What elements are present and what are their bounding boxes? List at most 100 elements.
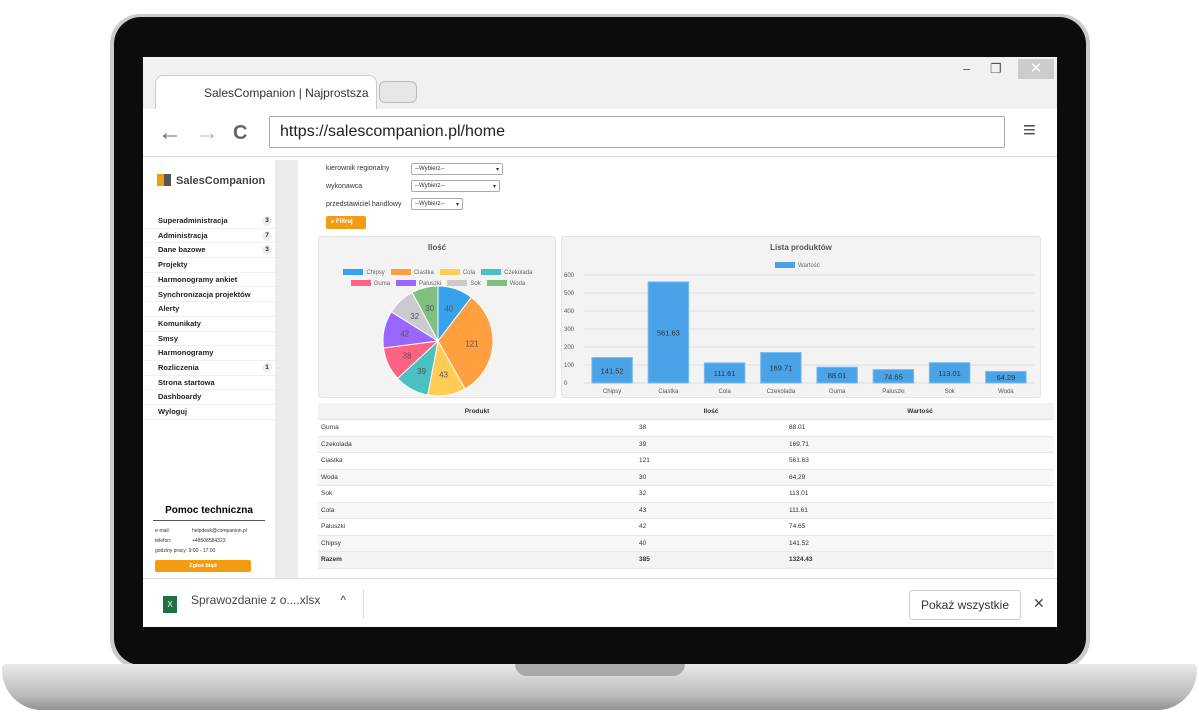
sidebar-item[interactable]: Harmonogramy: [145, 346, 275, 361]
legend-item[interactable]: Ciastka: [390, 269, 434, 276]
x-tick-label: Czekolada: [767, 389, 796, 395]
maximize-button[interactable]: ❐: [990, 61, 1002, 76]
select-value: --Wybierz--: [415, 183, 445, 189]
x-tick-label: Cola: [718, 389, 731, 395]
legend-swatch: [343, 269, 364, 275]
pie-label: 32: [410, 312, 419, 321]
show-all-button[interactable]: Pokaż wszystkie: [909, 590, 1021, 620]
pie-label: 30: [425, 304, 434, 313]
sidebar-item[interactable]: Harmonogramy ankiet: [145, 273, 275, 288]
bar-value-label: 113.01: [938, 369, 960, 378]
sidebar-item-label: Alerty: [158, 304, 180, 314]
filter-button[interactable]: ⌕ Filtruj: [326, 216, 366, 229]
close-download-bar-icon[interactable]: ✕: [1033, 595, 1045, 611]
legend-item[interactable]: Czekolada: [481, 269, 533, 276]
table-cell: 30: [636, 469, 786, 486]
filter-label: wykonawca: [326, 183, 363, 190]
sidebar-item[interactable]: Strona startowa: [145, 376, 275, 391]
legend-item[interactable]: Sok: [447, 280, 481, 287]
sidebar: SalesCompanion Superadministracja 3 Admini…: [145, 160, 275, 578]
sidebar-item-label: Administracja: [158, 230, 208, 240]
laptop-notch: [515, 664, 685, 676]
pie-label: 40: [444, 305, 453, 314]
table-cell: 561.63: [786, 452, 1054, 470]
total-row: Razem 385 1324.43: [318, 551, 1054, 569]
y-tick-label: 200: [564, 345, 575, 351]
table-cell: 169.71: [786, 436, 1054, 453]
legend-item[interactable]: Guma: [350, 280, 390, 287]
bar[interactable]: [872, 369, 915, 384]
sidebar-item-label: Smsy: [158, 333, 179, 343]
table-cell: 113.01: [786, 485, 1054, 503]
search-icon: ⌕: [331, 219, 337, 225]
bar-value-label: 88.01: [828, 371, 847, 380]
sidebar-item[interactable]: Smsy: [145, 332, 275, 347]
legend-label: Ciastka: [413, 270, 434, 276]
sidebar-item[interactable]: Wyloguj: [145, 405, 275, 420]
col-header-quantity[interactable]: Ilość: [636, 403, 786, 420]
contractor-select[interactable]: --Wybierz-- ▾: [411, 180, 500, 192]
bar[interactable]: [985, 370, 1027, 384]
table-row: Sok 32 113.01: [318, 485, 1054, 503]
legend-item[interactable]: Woda: [486, 280, 525, 287]
legend-label: Cola: [462, 270, 476, 276]
minimize-button[interactable]: –: [963, 61, 971, 76]
bar-legend[interactable]: Wartość: [775, 262, 820, 269]
sidebar-item[interactable]: Dashboardy: [145, 390, 275, 406]
table-cell: Cola: [318, 502, 636, 519]
sales-rep-select[interactable]: --Wybierz-- ▾: [411, 198, 463, 210]
legend-swatch: [396, 280, 417, 286]
bar[interactable]: [591, 357, 633, 384]
sidebar-item[interactable]: Superadministracja 3: [145, 214, 275, 229]
sidebar-item-label: Superadministracja: [158, 216, 228, 225]
sidebar-item[interactable]: Alerty: [145, 302, 275, 317]
sidebar-badge: 7: [262, 230, 272, 241]
regional-manager-select[interactable]: --Wybierz-- ▾: [411, 163, 503, 175]
pie-slice[interactable]: [411, 285, 439, 342]
chevron-up-icon[interactable]: ^: [340, 593, 347, 607]
close-window-button[interactable]: ✕: [1018, 59, 1054, 79]
sidebar-item-label: Wyloguj: [158, 407, 188, 417]
col-header-value[interactable]: Wartość: [786, 403, 1054, 420]
sidebar-item[interactable]: Synchronizacja projektów: [145, 288, 275, 303]
sidebar-item-label: Projekty: [158, 260, 188, 270]
legend-item[interactable]: Cola: [439, 269, 476, 276]
x-tick-label: Woda: [998, 389, 1014, 395]
sidebar-item-label: Rozliczenia: [158, 363, 199, 372]
table-cell: 74.65: [786, 518, 1054, 536]
address-bar[interactable]: https://salescompanion.pl/home: [269, 116, 1005, 148]
pie-label: 42: [400, 330, 409, 339]
bar[interactable]: [816, 366, 858, 384]
bar[interactable]: [928, 362, 971, 384]
phone-label: telefon:: [155, 538, 172, 544]
total-cell: 385: [636, 551, 786, 569]
back-icon[interactable]: ←: [158, 119, 182, 146]
pie-label: 38: [403, 351, 412, 360]
sidebar-item[interactable]: Projekty: [145, 258, 275, 273]
sidebar-item[interactable]: Dane bazowe 3: [145, 243, 275, 259]
bar[interactable]: [760, 351, 802, 384]
pie-slice[interactable]: [437, 296, 494, 390]
download-item[interactable]: X Sprawozdanie z o....xlsx ^: [163, 593, 346, 613]
bar[interactable]: [703, 362, 746, 384]
browser-tab[interactable]: SalesCompanion | Najprostsza: [155, 75, 377, 109]
forward-icon[interactable]: →: [195, 119, 219, 146]
report-bug-button[interactable]: Zgłoś błąd: [155, 560, 251, 572]
email-value[interactable]: helpdesk@companion.pl: [192, 528, 247, 534]
sidebar-item[interactable]: Komunikaty: [145, 317, 275, 332]
legend-label: Paluszki: [419, 281, 442, 287]
col-header-product[interactable]: Produkt: [318, 403, 636, 420]
bar[interactable]: [647, 281, 690, 384]
sidebar-item[interactable]: Rozliczenia 1: [145, 361, 275, 376]
legend-swatch: [486, 280, 507, 286]
new-tab-button[interactable]: [379, 81, 417, 103]
legend-item[interactable]: Paluszki: [396, 280, 442, 287]
table-row: Guma 38 88.01: [318, 419, 1054, 437]
total-cell: 1324.43: [786, 551, 1054, 569]
legend-item[interactable]: Chipsy: [343, 269, 385, 276]
menu-icon[interactable]: ≡: [1023, 117, 1036, 142]
sidebar-item[interactable]: Administracja 7: [145, 229, 275, 244]
reload-icon[interactable]: C: [233, 122, 248, 144]
table-cell: Sok: [318, 485, 636, 503]
filter-label: kierownik regionalny: [326, 165, 390, 172]
